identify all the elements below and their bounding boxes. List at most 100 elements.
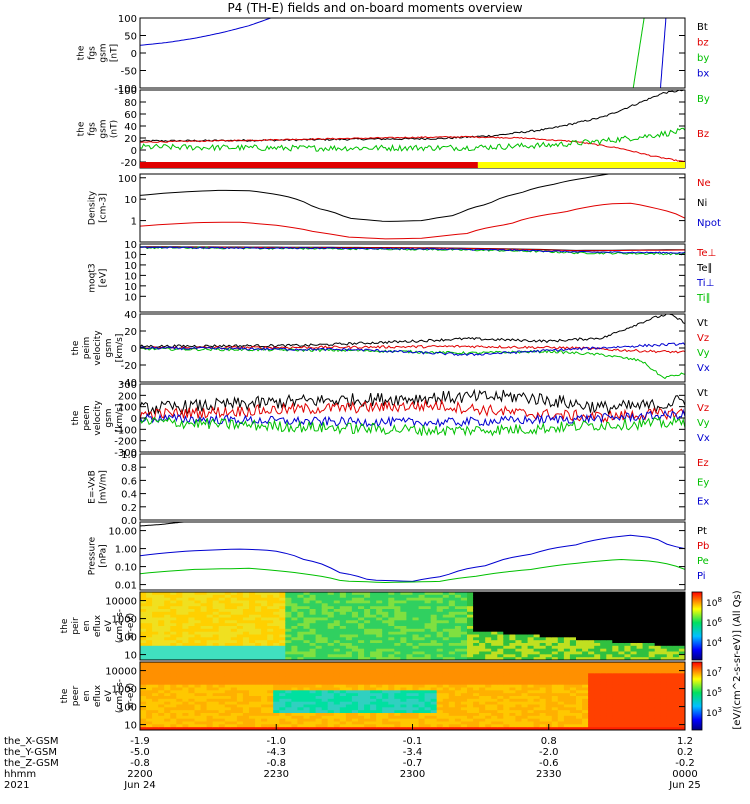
legend-entry: Pt <box>697 526 707 537</box>
y-tick-label: 1.00 <box>115 545 137 556</box>
panel-efield: 1.0 0.8 0.6 0.4 0.2 0.0 E=-VxB [mV/m] Ez Ey Ex <box>88 450 710 527</box>
panel-fgs-gsm: 100 50 0 -50 -100 the fgs gsm [nT] Bt bz by bx <box>77 14 710 95</box>
colorbar-tick-label: 104 <box>706 636 722 649</box>
spectrogram-ion <box>140 592 685 660</box>
y-tick-label: 10 <box>124 292 137 303</box>
x-tick-label: -1.0 <box>266 736 286 747</box>
y-tick-label: 100 <box>118 633 137 644</box>
legend-entry: Ez <box>697 458 709 469</box>
colorbar-tick-label: 106 <box>706 616 722 629</box>
legend-entry: Ex <box>697 497 709 508</box>
x-tick-label: 0.2 <box>677 747 693 758</box>
x-row-label: the_X-GSM <box>4 736 58 747</box>
legend-entry: Vt <box>697 318 708 329</box>
y-axis-label: [mV/m] <box>99 470 109 504</box>
y-axis-label: eV <box>104 619 114 632</box>
series-line-By <box>140 127 685 152</box>
series-line-Vt <box>140 388 685 417</box>
x-tick-label: 2200 <box>127 769 152 780</box>
legend-entry: Ti∥ <box>696 293 711 304</box>
x-row-label: 2021 <box>4 780 29 791</box>
x-tick-label: -3.4 <box>403 747 423 758</box>
x-tick-label: -0.8 <box>266 758 286 769</box>
attitude-bar-yellow <box>477 162 685 168</box>
legend-entry: by <box>697 53 709 64</box>
x-tick-label: 0.8 <box>541 736 557 747</box>
legend-entry: Vy <box>697 348 710 359</box>
x-tick-label: -1.9 <box>130 736 150 747</box>
y-axis-label: the <box>60 618 70 633</box>
y-axis-label: peer <box>71 685 81 706</box>
y-tick-label: -40 <box>121 378 137 389</box>
panel-frame <box>139 313 686 383</box>
y-tick-label: 10000 <box>105 667 137 678</box>
colorbar-electron <box>691 661 703 731</box>
y-axis-label: [eV] <box>99 269 109 288</box>
legend-entry: Pe <box>697 556 709 567</box>
y-axis-label: the <box>60 688 70 703</box>
y-axis-label: velocity <box>93 400 103 436</box>
series-line-Vt <box>140 314 685 348</box>
x-tick-label: -0.1 <box>403 736 423 747</box>
panel-peim: 40 20 0 -20 -40 the peim velocity gsm [km/s] Vt Vz V… <box>71 310 710 389</box>
y-tick-label: 100 <box>118 703 137 714</box>
y-tick-label: 10 <box>124 721 137 732</box>
y-axis-label: peim <box>82 337 92 360</box>
panel-frame <box>139 453 686 521</box>
y-tick-label: 10 <box>124 282 137 293</box>
panel-pressure: 10.00 1.00 0.10 0.01 Pressure [nPa] Pt Pb Pe Pi <box>88 521 709 592</box>
y-axis-label: Density <box>88 190 98 225</box>
y-tick-label: 40 <box>124 122 137 133</box>
y-tick-label: 100 <box>118 14 137 25</box>
y-axis-label: eV <box>104 689 114 702</box>
y-tick-label: 0.8 <box>121 463 137 474</box>
y-tick-label: 80 <box>124 98 137 109</box>
panel-peir: 108 106 104 10000 1000 100 10 the peir en eflux eV(… <box>60 591 722 662</box>
legend-entry: Vx <box>697 433 710 444</box>
y-axis-label: E=-VxB <box>88 470 98 504</box>
y-axis-label: the <box>71 340 81 355</box>
y-tick-label: -20 <box>121 361 137 372</box>
series-line-Pe <box>140 558 685 584</box>
x-tick-label: -2.0 <box>539 747 559 758</box>
series-line-Vx <box>140 408 685 428</box>
colorbar-label: [eV/(cm^2-s-sr-eV)] (All Qs) <box>732 590 743 729</box>
y-tick-label: 200 <box>118 391 137 402</box>
y-tick-label: 20 <box>124 134 137 145</box>
series-line-Pi <box>140 534 685 582</box>
y-axis-label: the <box>77 121 87 136</box>
legend-entry: Vy <box>697 418 710 429</box>
x-row-label: the_Z-GSM <box>4 758 59 769</box>
series-line-bx <box>660 18 667 88</box>
y-tick-label: 20 <box>124 327 137 338</box>
panel-density: 100 10 1 Density [cm-3] Ne Ni Npot <box>88 173 721 243</box>
y-tick-label: 1.0 <box>121 450 137 461</box>
y-axis-label: [nT] <box>110 44 120 62</box>
series-line-Pt <box>140 522 184 527</box>
legend-entry: Vx <box>697 363 710 374</box>
legend-entry: Pi <box>697 571 706 582</box>
legend-entry: Bt <box>697 22 708 33</box>
y-axis-label: en <box>82 620 92 631</box>
x-tick-label: Jun 24 <box>123 780 156 791</box>
y-tick-label: 0.01 <box>115 581 137 592</box>
series-line-Bt <box>140 90 685 143</box>
y-tick-label: 10 <box>124 651 137 662</box>
y-tick-label: 1000 <box>112 685 137 696</box>
y-tick-label: 60 <box>124 110 137 121</box>
y-tick-label: 0.6 <box>121 476 137 487</box>
y-tick-label: -50 <box>121 67 137 78</box>
y-axis-label: (nT) <box>110 120 120 138</box>
y-axis-label: eflux <box>93 614 103 637</box>
y-tick-label: -20 <box>121 158 137 169</box>
legend-entry: Npot <box>697 218 721 229</box>
x-tick-label: -0.7 <box>403 758 423 769</box>
y-tick-label: 50 <box>124 32 137 43</box>
x-tick-label: 2230 <box>264 769 289 780</box>
colorbar-ion <box>691 591 703 661</box>
